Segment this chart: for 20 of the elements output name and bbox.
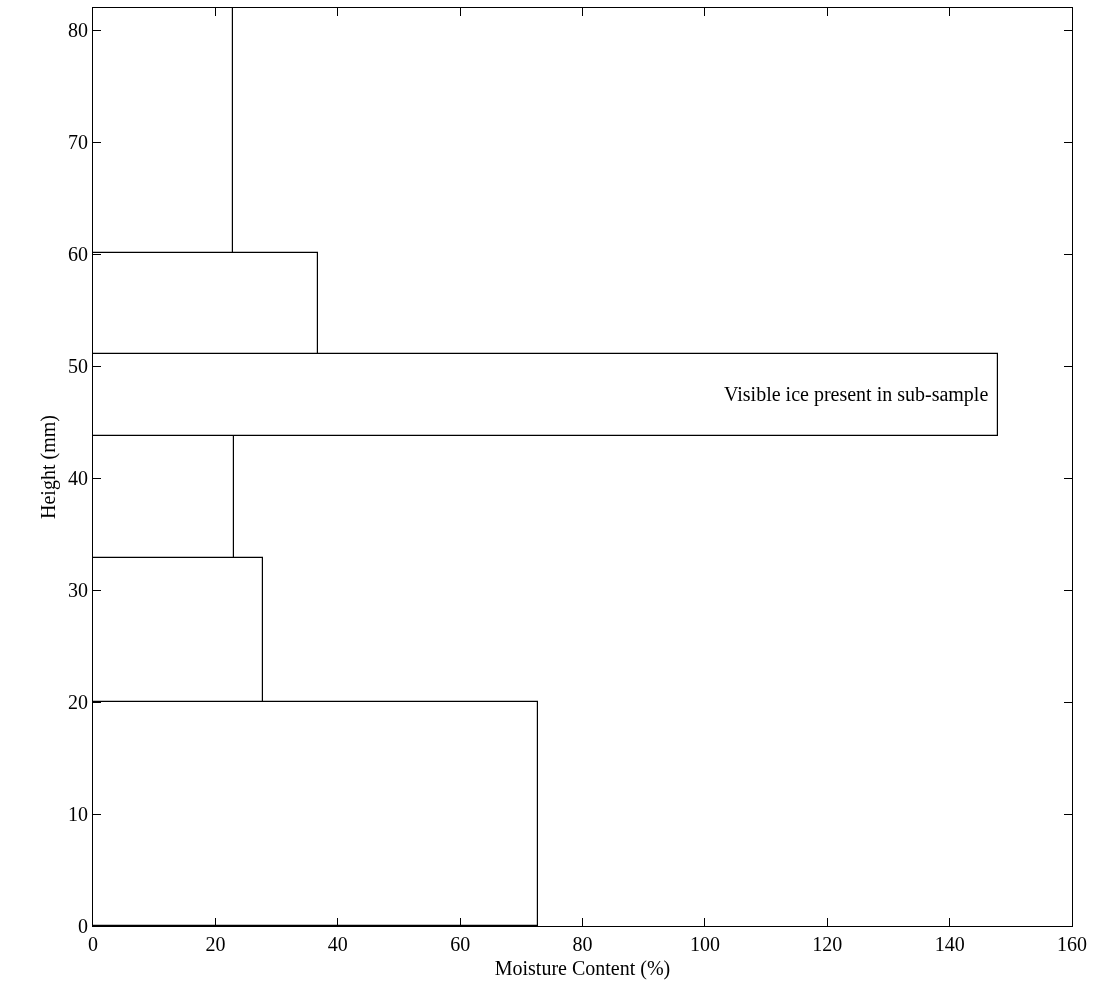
x-tick-label: 80 bbox=[572, 933, 593, 956]
annotation: Visible ice present in sub-sample bbox=[724, 383, 989, 406]
y-tick-label: 30 bbox=[67, 579, 88, 602]
y-axis-title: Height (mm) bbox=[37, 415, 61, 519]
x-tick-label: 120 bbox=[812, 933, 843, 956]
x-tick-label: 140 bbox=[934, 933, 965, 956]
y-tick-label: 20 bbox=[67, 691, 88, 714]
y-tick-label: 50 bbox=[67, 355, 88, 378]
y-tick-label: 40 bbox=[67, 467, 88, 490]
y-tick-label: 60 bbox=[67, 243, 88, 266]
y-tick-label: 80 bbox=[67, 19, 88, 42]
x-tick-label: 20 bbox=[205, 933, 226, 956]
x-tick-label: 60 bbox=[450, 933, 471, 956]
x-axis-title: Moisture Content (%) bbox=[494, 956, 671, 980]
y-tick-label: 0 bbox=[77, 915, 88, 937]
y-tick-label: 70 bbox=[67, 131, 88, 154]
x-tick-label: 160 bbox=[1057, 933, 1087, 956]
y-tick-label: 10 bbox=[67, 803, 88, 826]
x-tick-label: 100 bbox=[689, 933, 720, 956]
x-tick-label: 40 bbox=[327, 933, 348, 956]
